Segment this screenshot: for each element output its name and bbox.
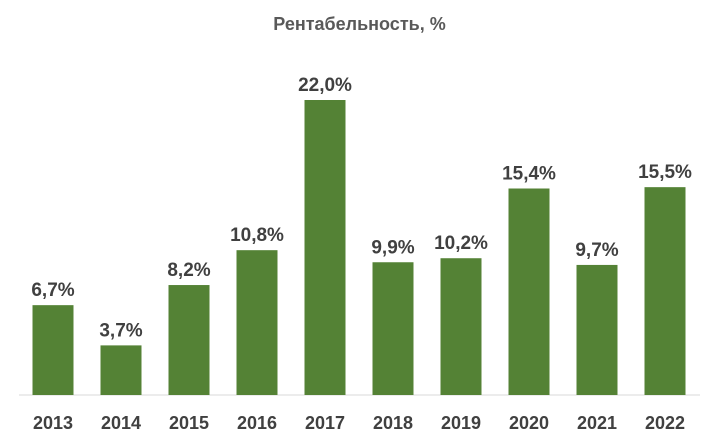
bar-2015 [168,285,210,395]
x-tick-label-2018: 2018 [373,413,413,433]
x-tick-label-2021: 2021 [577,413,617,433]
x-tick-label-2022: 2022 [645,413,685,433]
x-tick-label-2015: 2015 [169,413,209,433]
bar-2013 [32,305,74,395]
data-label-2017: 22,0% [298,75,352,96]
data-label-2022: 15,5% [638,162,692,183]
data-label-2019: 10,2% [434,233,488,254]
bar-2017 [304,100,346,395]
x-tick-label-2014: 2014 [101,413,141,433]
bar-2021 [576,264,618,395]
bar-2022 [644,187,686,395]
data-label-2021: 9,7% [575,240,618,261]
x-tick-label-2016: 2016 [237,413,277,433]
bar-2018 [372,262,414,395]
data-label-2014: 3,7% [99,320,142,341]
bar-2016 [236,250,278,395]
data-label-2020: 15,4% [502,164,556,185]
data-label-2013: 6,7% [31,280,74,301]
data-label-2015: 8,2% [167,260,210,281]
chart-title: Рентабельность, % [273,14,446,34]
data-label-2016: 10,8% [230,225,284,246]
x-tick-label-2017: 2017 [305,413,345,433]
bar-2019 [440,258,482,395]
data-label-2018: 9,9% [371,237,414,258]
x-tick-label-2019: 2019 [441,413,481,433]
x-tick-label-2013: 2013 [33,413,73,433]
bar-2014 [100,345,142,395]
bar-2020 [508,188,550,395]
x-tick-label-2020: 2020 [509,413,549,433]
